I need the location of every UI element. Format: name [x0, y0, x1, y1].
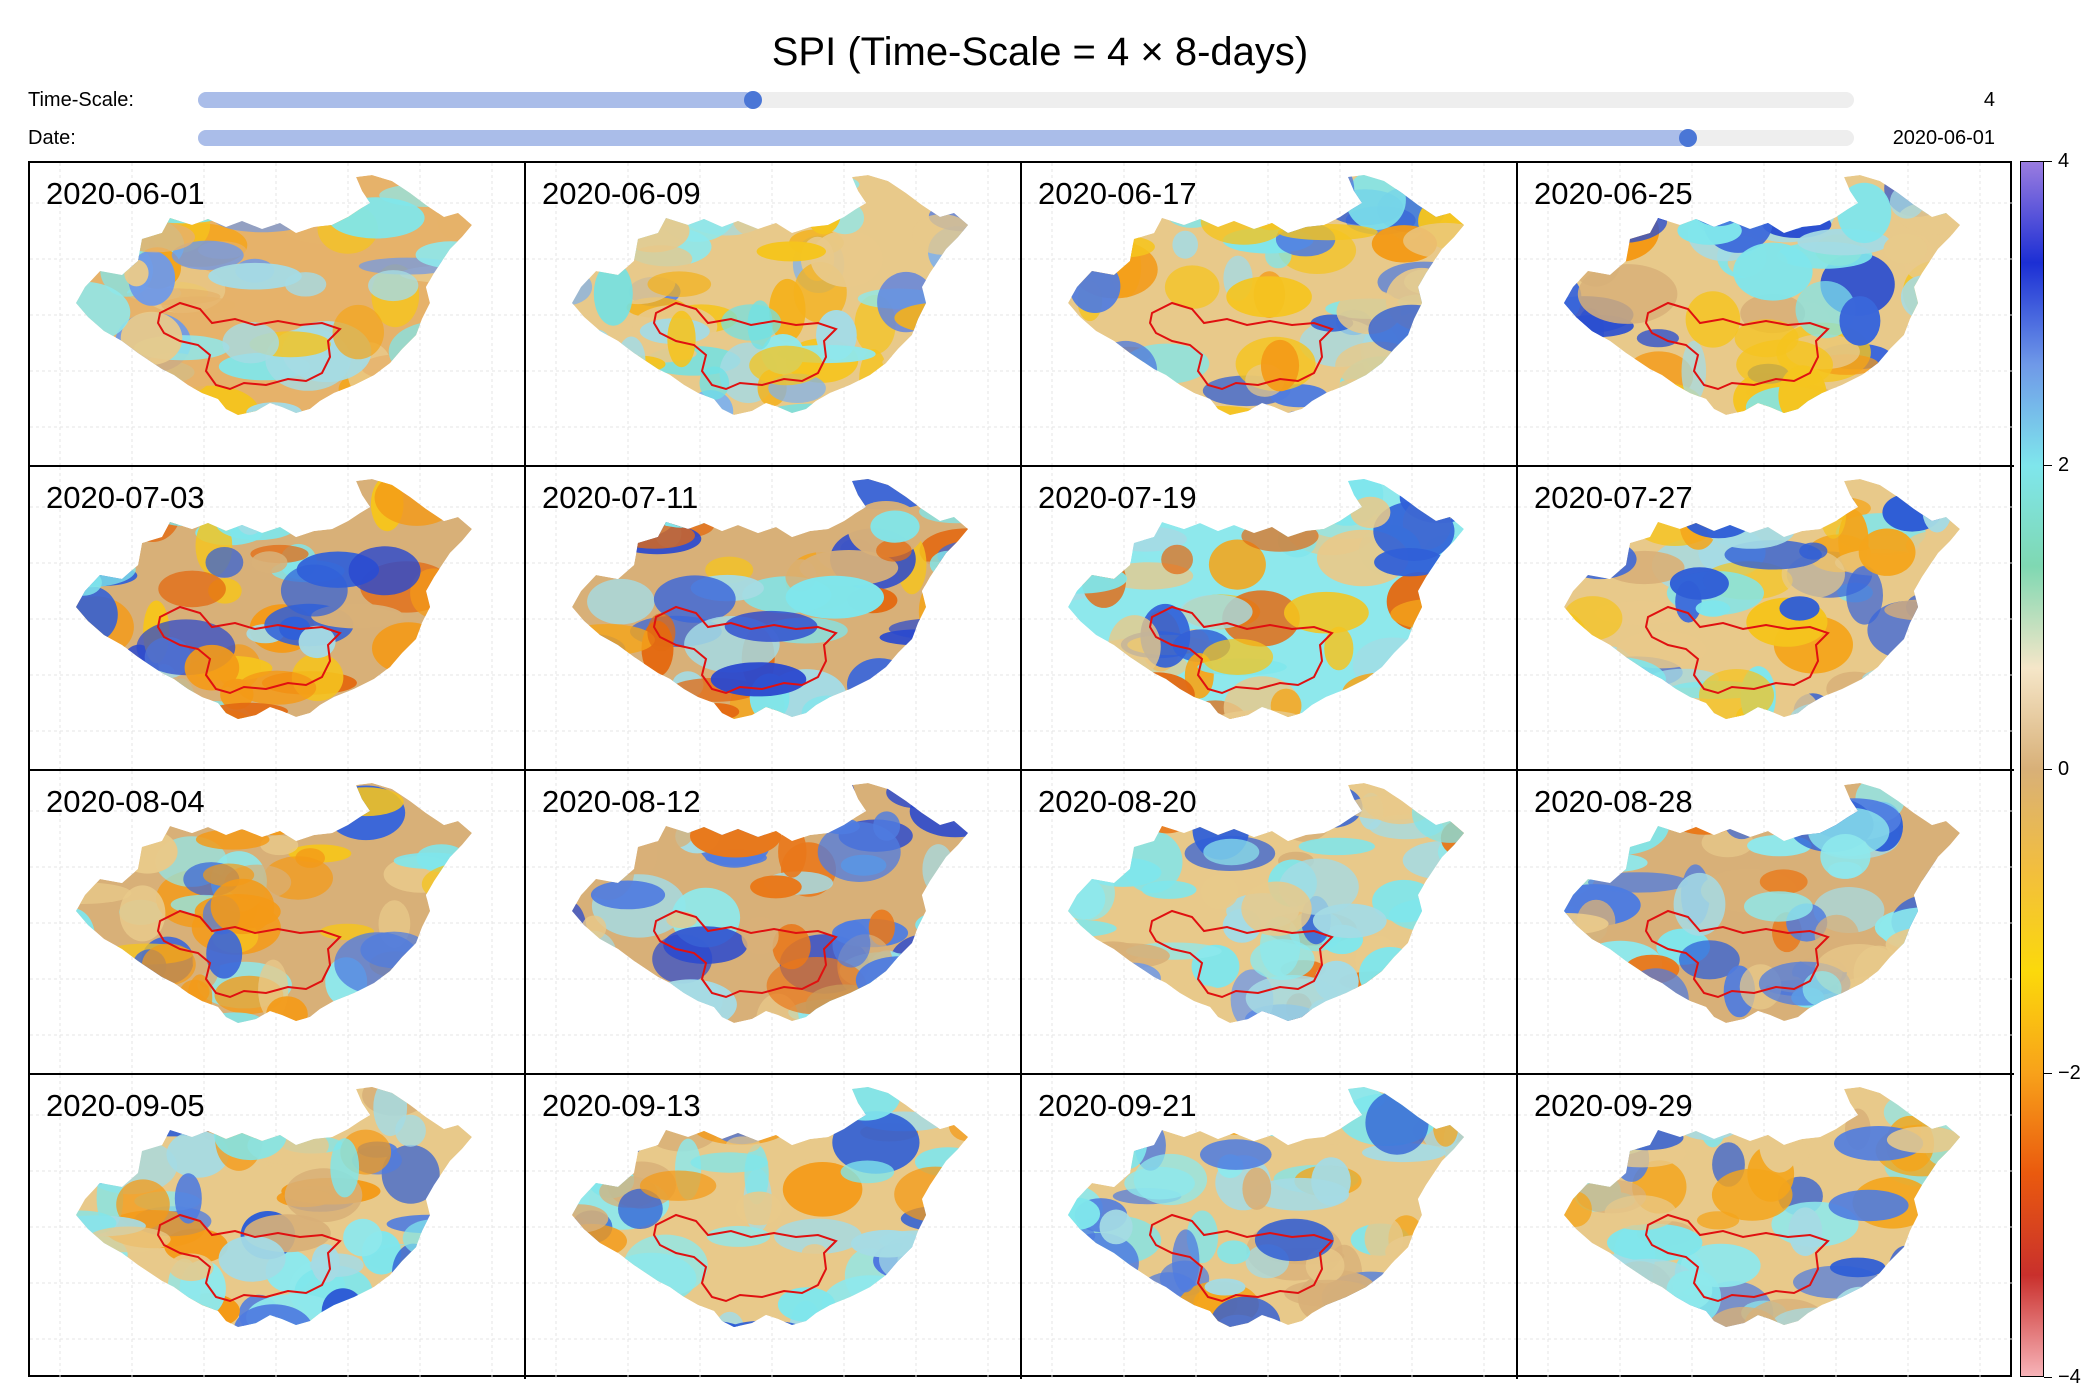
- panel-date-label: 2020-06-01: [46, 176, 205, 211]
- spi-map: [30, 163, 524, 465]
- date-slider-knob[interactable]: [1679, 129, 1698, 147]
- panel-date-label: 2020-09-29: [1534, 1088, 1693, 1123]
- colorbar-tick: [2044, 1377, 2052, 1378]
- timescale-slider-fill: [198, 92, 753, 108]
- date-value: 2020-06-01: [1892, 127, 1995, 149]
- spi-map: [526, 1075, 1020, 1379]
- colorbar-tick: [2044, 769, 2052, 770]
- date-slider[interactable]: [198, 129, 1854, 147]
- spi-map: [1518, 467, 2014, 769]
- timescale-slider[interactable]: [198, 91, 1854, 109]
- spi-field: [1564, 479, 1960, 719]
- panel-date-label: 2020-07-27: [1534, 480, 1693, 515]
- panel-date-label: 2020-09-05: [46, 1088, 205, 1123]
- panel-date-label: 2020-09-21: [1038, 1088, 1197, 1123]
- timescale-slider-knob[interactable]: [743, 91, 762, 109]
- panel-date-label: 2020-06-09: [542, 176, 701, 211]
- spi-map: [1518, 163, 2014, 465]
- colorbar-tick: [2044, 1073, 2052, 1074]
- spi-map: [1022, 771, 1516, 1073]
- spi-map: [526, 467, 1020, 769]
- map-panel: 2020-07-19: [1022, 467, 1518, 771]
- panel-date-label: 2020-08-04: [46, 784, 205, 819]
- map-panel: 2020-07-03: [30, 467, 526, 771]
- spi-map: [1518, 771, 2014, 1073]
- figure-title: SPI (Time-Scale = 4 × 8-days): [771, 30, 1309, 74]
- spi-map: [30, 1075, 524, 1379]
- map-panel: 2020-07-11: [526, 467, 1022, 771]
- colorbar-tick: [2044, 161, 2052, 162]
- colorbar-tick-label: −2: [2058, 1062, 2081, 1084]
- map-grid: 2020-06-01 2020-06-09 2020-06-17 2020-06-25…: [28, 161, 2014, 1379]
- map-panel: 2020-09-29: [1518, 1075, 2014, 1379]
- panel-date-label: 2020-07-11: [542, 480, 699, 515]
- panel-date-label: 2020-08-28: [1534, 784, 1693, 819]
- colorbar-tick: [2044, 465, 2052, 466]
- panel-date-label: 2020-08-20: [1038, 784, 1197, 819]
- panel-date-label: 2020-08-12: [542, 784, 701, 819]
- map-panel: 2020-08-04: [30, 771, 526, 1075]
- map-panel: 2020-06-01: [30, 163, 526, 467]
- map-panel: 2020-08-28: [1518, 771, 2014, 1075]
- panel-date-label: 2020-09-13: [542, 1088, 701, 1123]
- panel-date-label: 2020-07-03: [46, 480, 205, 515]
- map-panel: 2020-06-17: [1022, 163, 1518, 467]
- date-slider-fill: [198, 130, 1689, 146]
- panel-date-label: 2020-06-25: [1534, 176, 1693, 211]
- colorbar-tick-label: 2: [2058, 454, 2070, 476]
- spi-map: [1022, 1075, 1516, 1379]
- colorbar-tick-label: −4: [2058, 1366, 2081, 1388]
- map-panel: 2020-08-20: [1022, 771, 1518, 1075]
- spi-map: [526, 163, 1020, 465]
- timescale-value: 4: [1983, 89, 1995, 111]
- map-panel: 2020-09-13: [526, 1075, 1022, 1379]
- spi-map: [30, 467, 524, 769]
- spi-map: [1022, 163, 1516, 465]
- spi-map: [1022, 467, 1516, 769]
- panel-date-label: 2020-07-19: [1038, 480, 1197, 515]
- spi-map: [526, 771, 1020, 1073]
- spi-map: [1518, 1075, 2014, 1379]
- colorbar: [2020, 161, 2044, 1377]
- map-panel: 2020-09-05: [30, 1075, 526, 1379]
- colorbar-tick-label: 4: [2058, 150, 2070, 172]
- map-panel: 2020-08-12: [526, 771, 1022, 1075]
- map-panel: 2020-06-09: [526, 163, 1022, 467]
- colorbar-tick-label: 0: [2058, 758, 2070, 780]
- map-panel: 2020-09-21: [1022, 1075, 1518, 1379]
- spi-map: [30, 771, 524, 1073]
- map-panel: 2020-06-25: [1518, 163, 2014, 467]
- panel-date-label: 2020-06-17: [1038, 176, 1197, 211]
- date-label: Date:: [28, 127, 76, 149]
- map-panel: 2020-07-27: [1518, 467, 2014, 771]
- timescale-label: Time-Scale:: [28, 89, 134, 111]
